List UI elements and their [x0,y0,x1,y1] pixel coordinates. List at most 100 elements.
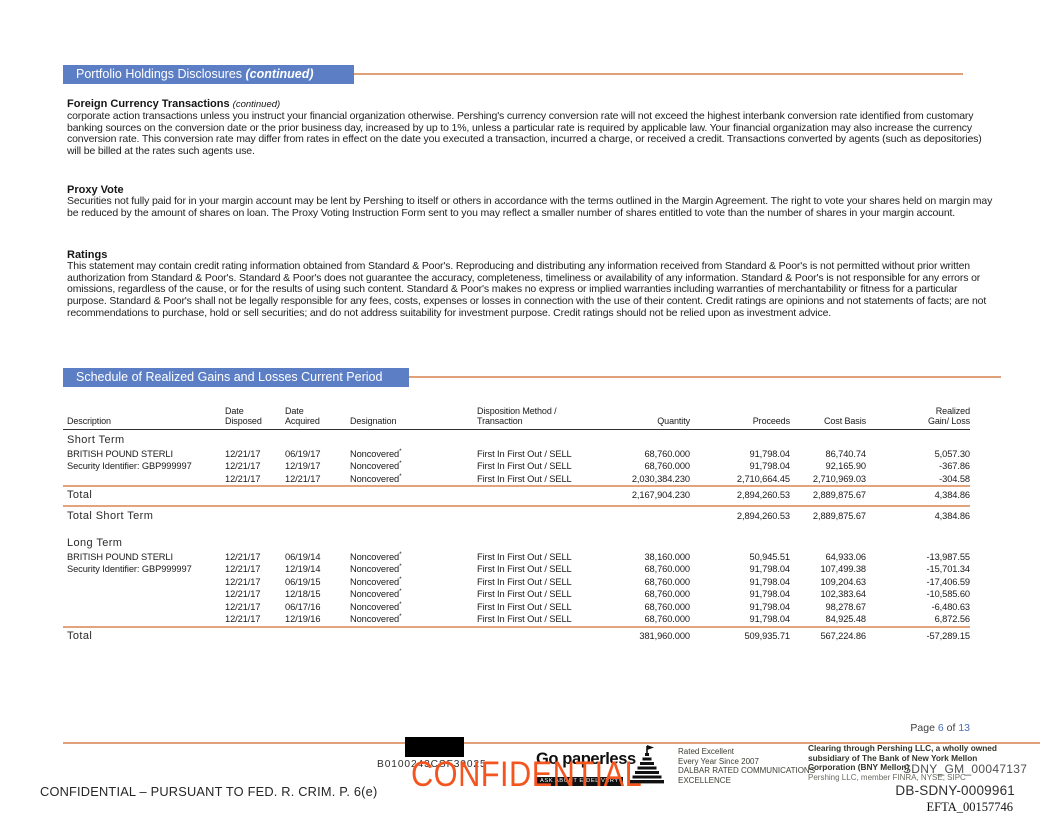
table-cell: 68,760.000 [644,448,690,459]
table-cell: First In First Out / SELL [477,564,572,574]
clearing-member-line: Pershing LLC, member FINRA, NYSE, SIPC [808,772,966,782]
col-designation: Designation [350,406,477,430]
table-cell: 91,798.04 [749,601,791,612]
ratings-heading: Ratings [67,249,108,261]
col-label: Designation [350,416,397,426]
table-cell [63,588,225,601]
col-quantity: Quantity [595,406,690,430]
fct-heading-suffix: (continued) [232,99,281,110]
table-cell: 12/21/17 [225,551,261,562]
col-label: Disposition Method / Transaction [477,406,557,426]
col-date-acquired: Date Acquired [285,406,350,430]
table-row: BRITISH POUND STERLI 12/21/17 06/19/14 Nonc… [63,551,970,564]
table-cell: -15,701.34 [926,564,971,574]
go-paperless-subtitle: ASK ABOUT E-DELIVERY [536,776,623,786]
table-cell: First In First Out / SELL [477,601,572,612]
table-cell: 98,278.67 [825,601,867,612]
table-cell: 12/21/17 [225,614,261,624]
footnote-asterisk: * [399,472,402,480]
table-cell: 91,798.04 [749,576,791,587]
col-label-line1: Realized [935,406,970,416]
table-total-row-cell: 2,894,260.53 [690,485,790,507]
schedule-table-body: Short Term BRITISH POUND STERLI 12/21/17 06… [63,430,971,645]
section-header-realized-gains: Schedule of Realized Gains and Losses Cu… [63,368,409,387]
table-cell: Noncovered* [350,459,402,471]
table-cell: 2,710,969.03 [812,473,866,484]
clearing-line: Corporation (BNY Mellon) [808,762,910,773]
table-cell: Security Identifier: GBP999997 [67,564,192,574]
table-cell [63,601,225,614]
table-cell: 12/21/17 [225,564,261,574]
table-cell: 06/19/17 [285,448,321,459]
table-total-row: Total 2,167,904.230 2,894,260.53 2,889,875.… [63,485,970,507]
table-subtotal-row-cell [595,506,690,525]
table-cell: 84,925.48 [825,614,867,624]
table-group-row: Long Term [63,533,970,551]
col-label: Description [67,416,111,426]
table-cell: 68,760.000 [644,589,690,599]
footnote-asterisk: * [399,600,402,608]
footnote-asterisk: * [399,447,402,455]
bates-db-sdny: DB-SDNY-0009961 [895,783,1015,798]
table-group-row: Short Term [63,430,970,448]
table-total-row-cell: 509,935.71 [690,625,790,645]
dalbar-rating-text: Rated Excellent Every Year Since 2007 DA… [678,747,815,785]
table-cell: 6,872.56 [934,614,970,624]
col-label-line1: Date [225,406,244,416]
table-cell: Noncovered* [350,447,402,459]
go-paperless-title: Go paperless [536,750,636,768]
table-cell: First In First Out / SELL [477,461,572,471]
table-subtotal-row-cell: 2,894,260.53 [736,510,790,521]
col-realized-gain-loss: Realized Gain/ Loss [866,406,970,430]
dalbar-line: Every Year Since 2007 [678,756,759,766]
clearing-line: subsidiary of The Bank of New York Mello… [808,752,978,763]
table-cell: 12/19/16 [285,614,321,624]
table-cell: 38,160.000 [644,551,690,562]
table-subtotal-row-label: Total Short Term [67,509,154,522]
table-row: 12/21/17 06/19/15 Noncovered* First In Firs… [63,576,970,589]
table-total-row-cell: 567,224.86 [790,625,866,645]
table-cell: -13,987.55 [926,551,971,562]
table-cell: 91,798.04 [749,448,791,459]
table-row: 12/21/17 12/21/17 Noncovered* First In Firs… [63,473,970,487]
confidential-legend: CONFIDENTIAL – PURSUANT TO FED. R. CRIM.… [40,784,378,799]
table-cell: Noncovered* [350,562,402,574]
table-total-row-cell: -57,289.15 [866,625,970,645]
table-cell: First In First Out / SELL [477,589,572,599]
table-cell: 06/19/14 [285,551,321,562]
table-cell: -304.58 [939,473,970,484]
clearing-disclosure: Clearing through Pershing LLC, a wholly … [808,743,997,782]
table-cell: 91,798.04 [749,589,791,599]
table-cell: 86,740.74 [825,448,867,459]
table-cell: -17,406.59 [926,576,971,587]
table-group-label: Short Term [67,434,125,446]
col-label: Acquired [285,416,320,426]
table-cell: 2,030,384.230 [631,473,690,484]
table-header-row: Description Date Disposed Date Acquired De… [63,406,970,430]
table-cell: 50,945.51 [749,551,791,562]
footnote-asterisk: * [399,575,402,583]
bates-efta: EFTA_00157746 [926,800,1014,814]
section-header-portfolio-disclosures: Portfolio Holdings Disclosures (continue… [63,65,354,84]
banner-rule [350,73,963,75]
footnote-asterisk: * [399,459,402,467]
page-total: 13 [958,722,970,734]
fct-heading: Foreign Currency Transactions (continued… [67,98,280,110]
table-cell: First In First Out / SELL [477,473,572,484]
section-title: Schedule of Realized Gains and Losses Cu… [76,370,383,384]
dalbar-line: DALBAR RATED COMMUNICATIONS [678,766,816,776]
dalbar-pyramid-icon [627,744,667,795]
dalbar-line: EXCELLENCE [678,775,731,785]
go-paperless-logo: Go paperless ASK ABOUT E-DELIVERY [536,750,636,787]
table-cell: 92,165.90 [825,461,867,471]
table-cell: 68,760.000 [644,564,690,574]
col-date-disposed: Date Disposed [225,406,285,430]
table-cell: Noncovered* [350,550,402,562]
table-cell: 91,798.04 [749,614,791,624]
table-spacer-cell [63,524,970,533]
page-label: Page [910,722,935,734]
table-cell: First In First Out / SELL [477,448,572,459]
footnote-asterisk: * [399,550,402,558]
dalbar-line: Rated Excellent [678,747,735,756]
